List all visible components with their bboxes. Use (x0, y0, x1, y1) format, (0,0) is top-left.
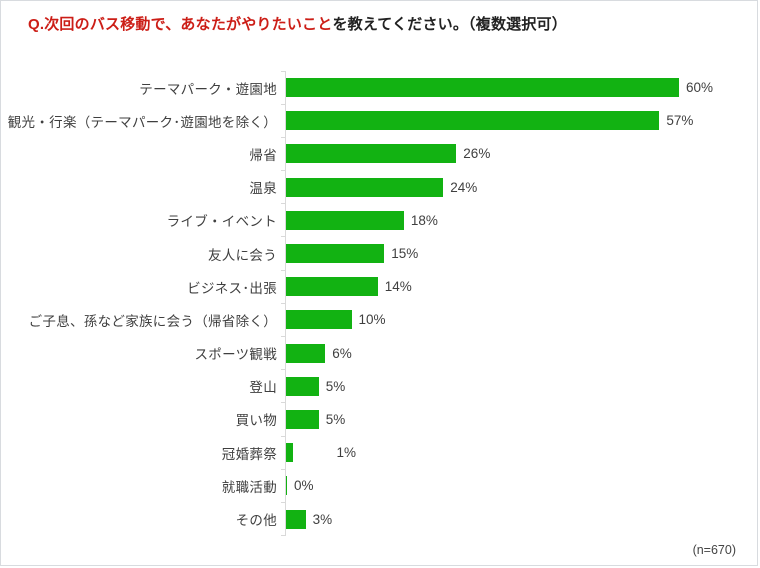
category-label: 買い物 (235, 413, 277, 429)
category-label: ビジネス･出張 (187, 280, 277, 296)
chart-row: ビジネス･出張 14% (13, 269, 742, 304)
value-label: 10% (358, 312, 386, 328)
bar (286, 111, 660, 131)
chart-title-suffix: を教えてください。（複数選択可） (332, 16, 567, 33)
bar-cell: 5% (281, 369, 742, 403)
category-label: 登山 (249, 380, 277, 396)
chart-row: 買い物 5% (13, 402, 742, 437)
value-label: 57% (666, 113, 694, 129)
bar-chart-rows: テーマパーク・遊園地 60% 観光・行楽（テーマパーク･遊園地を除く） 57% … (7, 70, 742, 537)
category-label: 就職活動 (221, 479, 277, 495)
bar (286, 144, 457, 164)
chart-title: Q.次回のバス移動で、あなたがやりたいことを教えてください。（複数選択可） (28, 13, 567, 34)
category-label: その他 (235, 513, 277, 529)
category-label: テーマパーク・遊園地 (139, 81, 277, 97)
chart-row: 温泉 24% (13, 170, 742, 204)
bar (286, 376, 319, 396)
chart-row: 就職活動 0% (13, 468, 742, 503)
value-label: 5% (325, 411, 346, 427)
bar-cell: 0% (281, 468, 742, 503)
chart-row: その他 3% (13, 501, 742, 537)
category-label: スポーツ観戦 (194, 347, 277, 363)
value-label: 6% (332, 345, 352, 361)
bar-cell: 24% (281, 170, 742, 204)
bar (286, 310, 352, 330)
bar (286, 277, 378, 297)
category-label: ライブ・イベント (166, 214, 277, 230)
value-label: 24% (450, 179, 478, 195)
bar (286, 343, 326, 363)
category-label: 帰省 (249, 147, 277, 163)
category-label: 冠婚葬祭 (221, 446, 277, 462)
bar (286, 177, 444, 197)
bar-cell: 26% (281, 136, 742, 171)
value-label: 18% (410, 212, 438, 228)
value-label: 5% (325, 378, 346, 394)
chart-row: 観光・行楽（テーマパーク･遊園地を除く） 57% (7, 103, 742, 138)
bar-chart: テーマパーク・遊園地 60% 観光・行楽（テーマパーク･遊園地を除く） 57% … (7, 70, 742, 537)
value-label: 60% (686, 80, 714, 96)
chart-row: 登山 5% (13, 369, 742, 403)
bar (286, 210, 404, 230)
value-label: 15% (391, 246, 419, 262)
bar-cell: 15% (281, 236, 742, 271)
sample-size-note: (n=670) (692, 543, 736, 557)
chart-row: ライブ・イベント 18% (13, 203, 742, 237)
bar-cell: 5% (281, 402, 742, 437)
bar-cell: 6% (281, 335, 742, 370)
bar-cell: 18% (281, 203, 742, 237)
bar (286, 78, 679, 98)
bar-cell: 57% (281, 103, 742, 138)
value-label: 26% (463, 146, 491, 162)
bar (286, 476, 287, 496)
category-label: 温泉 (249, 181, 277, 197)
chart-row: 冠婚葬祭 1% (13, 435, 742, 470)
bar-cell: 3% (281, 501, 742, 537)
chart-row: テーマパーク・遊園地 60% (13, 70, 742, 105)
category-label: ご子息、孫など家族に会う（帰省除く） (28, 313, 277, 329)
category-label: 友人に会う (208, 247, 277, 263)
chart-title-question: Q.次回のバス移動で、あなたがやりたいこと (28, 16, 333, 33)
bar (286, 409, 319, 429)
chart-row: 友人に会う 15% (13, 236, 742, 271)
bar (286, 244, 385, 264)
chart-row: スポーツ観戦 6% (13, 335, 742, 370)
category-label: 観光・行楽（テーマパーク･遊園地を除く） (7, 114, 277, 130)
value-label: 3% (312, 511, 333, 527)
bar-cell: 1% (281, 435, 742, 470)
value-label: 14% (384, 279, 412, 295)
bar-cell: 14% (281, 269, 742, 304)
value-label: 0% (294, 478, 314, 494)
bar (286, 443, 293, 463)
chart-row: 帰省 26% (13, 136, 742, 171)
bar (286, 509, 306, 529)
value-label: 1% (336, 445, 357, 461)
bar-cell: 10% (281, 302, 742, 337)
chart-row: ご子息、孫など家族に会う（帰省除く） 10% (13, 302, 742, 337)
bar-cell: 60% (281, 70, 742, 105)
